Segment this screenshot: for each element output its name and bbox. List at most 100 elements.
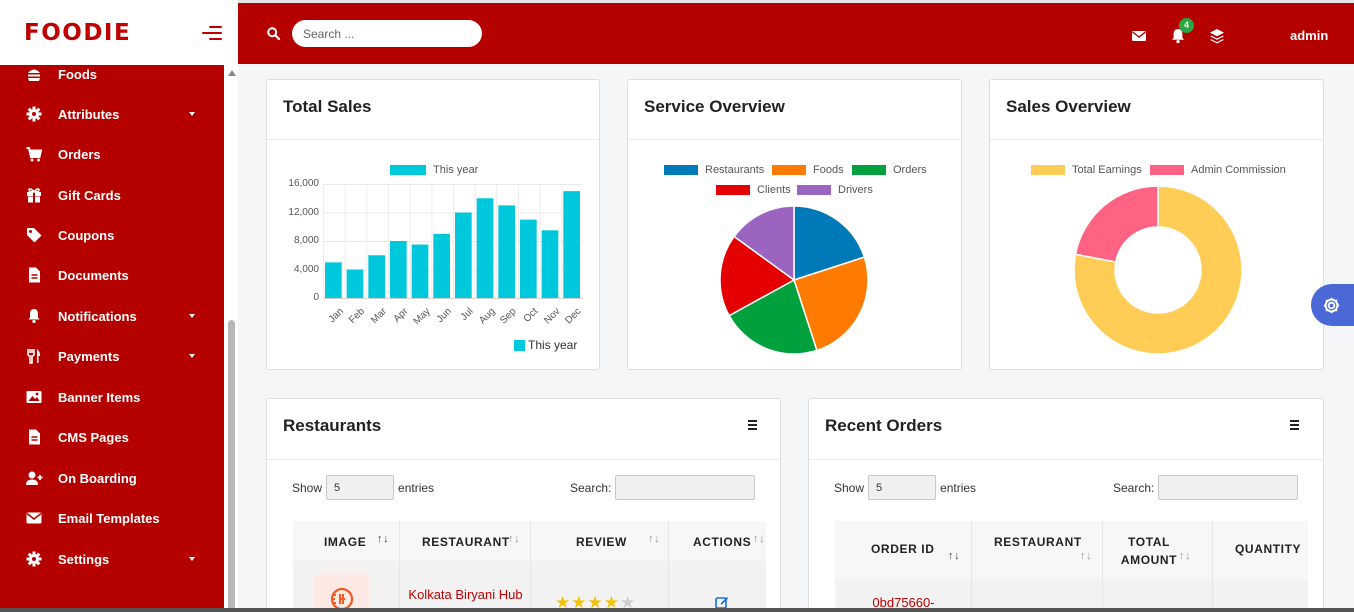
pie-slice-admin-commission[interactable] [1074, 185, 1159, 263]
bar-dec[interactable] [563, 191, 580, 298]
card-title: Service Overview [644, 97, 785, 116]
entries-select[interactable]: 5 [326, 475, 395, 500]
sidebar-item-banner-items[interactable]: Banner Items [0, 379, 224, 415]
column-header-image[interactable]: IMAGE ↑↓ [293, 521, 400, 561]
bar-jan[interactable] [325, 262, 342, 298]
sidebar-item-foods[interactable]: Foods [0, 65, 224, 92]
chart-legend[interactable]: This year [390, 164, 478, 176]
entries-select[interactable]: 5 [868, 475, 937, 500]
sidebar-item-label: Banner Items [58, 389, 141, 405]
legend-item-drivers[interactable]: Drivers [797, 184, 873, 196]
table-search-input[interactable] [1158, 475, 1298, 500]
column-header-restaurant[interactable]: RESTAURANT ↑↓ [972, 521, 1103, 579]
sidebar-item-notifications[interactable]: Notifications [0, 298, 224, 334]
bar-mar[interactable] [368, 255, 385, 298]
y-tick-label: 8,000 [293, 235, 319, 246]
column-label: RESTAURANT [422, 535, 510, 549]
sidebar-item-cms-pages[interactable]: CMS Pages [0, 419, 224, 455]
gift-icon [25, 186, 43, 204]
entries-label: entries [398, 480, 435, 495]
card-menu-icon[interactable] [748, 419, 762, 431]
sidebar-item-payments[interactable]: Payments [0, 338, 224, 374]
menu-toggle-icon[interactable] [202, 26, 222, 40]
user-menu[interactable]: admin [1290, 28, 1329, 43]
column-header-restaurant[interactable]: RESTAURANT ↑↓ [400, 521, 531, 561]
bar-oct[interactable] [520, 219, 537, 298]
actions-cell [669, 561, 766, 612]
legend-item-total-earnings[interactable]: Total Earnings [1031, 164, 1142, 176]
document-icon [25, 266, 43, 284]
column-header-order-id[interactable]: ORDER ID ↑↓ [835, 521, 972, 579]
sort-icon: ↑↓ [508, 533, 521, 545]
service-pie-chart [719, 205, 869, 355]
legend-item-foods[interactable]: Foods [772, 164, 844, 176]
column-label: QUANTITY [1235, 542, 1302, 556]
sales-overview-card: Sales Overview Total Earnings Admin Commi… [989, 79, 1324, 370]
table-search-label: Search: [570, 481, 612, 495]
legend-item-admin-commission[interactable]: Admin Commission [1150, 164, 1286, 176]
scrollbar-thumb[interactable] [228, 320, 235, 612]
star-filled-icon: ★ [555, 593, 572, 612]
legend-item-orders[interactable]: Orders [852, 164, 927, 176]
pie-slice-orders[interactable] [728, 278, 818, 355]
order-id-link[interactable]: 0bd75660- [872, 595, 935, 610]
legend-swatch [664, 165, 698, 175]
chart-legend-bottom[interactable]: This year [514, 338, 577, 352]
gear-icon [25, 105, 43, 123]
bell-icon [25, 307, 43, 325]
sidebar-item-gift-cards[interactable]: Gift Cards [0, 177, 224, 213]
bar-nov[interactable] [541, 230, 559, 298]
service-overview-card: Service Overview Restaurants Foods Orders C… [627, 79, 962, 370]
pie-slice-total-earnings[interactable] [1073, 185, 1243, 355]
column-label: IMAGE [324, 535, 367, 549]
column-header-quantity[interactable]: QUANTITY [1213, 521, 1308, 579]
table-row: Kolkata Biryani Hub ★★★★★ [293, 561, 766, 612]
sidebar-item-coupons[interactable]: Coupons [0, 217, 224, 253]
bar-aug[interactable] [476, 198, 494, 298]
pie-slice-clients[interactable] [719, 235, 796, 317]
card-menu-icon[interactable] [1290, 419, 1304, 431]
search-input[interactable] [292, 20, 482, 47]
sidebar-item-settings[interactable]: Settings [0, 541, 224, 577]
entries-length-control: Show 5 entries [834, 475, 976, 500]
gear-icon [25, 550, 43, 568]
bar-sep[interactable] [498, 205, 515, 298]
layers-icon[interactable] [1208, 27, 1226, 45]
y-tick-label: 16,000 [288, 178, 319, 189]
pie-slice-restaurants[interactable] [793, 205, 866, 282]
restaurant-name-link[interactable]: Kolkata Biryani Hub [408, 587, 523, 602]
edit-icon[interactable] [715, 595, 729, 609]
column-header-review[interactable]: REVIEW ↑↓ [531, 521, 669, 561]
legend-item-restaurants[interactable]: Restaurants [664, 164, 764, 176]
pie-slice-foods[interactable] [793, 256, 869, 352]
search-icon[interactable] [267, 27, 280, 40]
bar-may[interactable] [411, 244, 429, 298]
sidebar-item-documents[interactable]: Documents [0, 257, 224, 293]
star-rating: ★★★★★ [555, 593, 636, 612]
sidebar-item-attributes[interactable]: Attributes [0, 96, 224, 132]
bell-icon[interactable] [1169, 27, 1187, 45]
total-amount-cell [1103, 579, 1213, 612]
bar-feb[interactable] [346, 269, 364, 299]
table-search-input[interactable] [615, 475, 755, 500]
bar-apr[interactable] [390, 241, 407, 298]
sidebar-item-on-boarding[interactable]: On Boarding [0, 460, 224, 496]
sidebar-item-label: CMS Pages [58, 429, 129, 445]
brand-logo[interactable]: FOODIE [24, 20, 132, 46]
scroll-up-arrow-icon[interactable] [228, 70, 236, 76]
bar-jul[interactable] [455, 212, 472, 299]
card-title: Restaurants [283, 416, 382, 435]
document-icon [25, 428, 43, 446]
cutlery-icon [25, 347, 43, 365]
restaurants-card: Restaurants Show 5 entries Search: IMAGE… [266, 398, 781, 612]
sidebar-item-email-templates[interactable]: Email Templates [0, 500, 224, 536]
pie-slice-drivers[interactable] [733, 205, 795, 282]
sidebar-item-orders[interactable]: Orders [0, 136, 224, 172]
settings-fab[interactable] [1311, 284, 1354, 326]
envelope-icon[interactable] [1130, 27, 1148, 45]
column-header-total-amount[interactable]: TOTAL AMOUNT ↑↓ [1103, 521, 1213, 579]
legend-item-clients[interactable]: Clients [716, 184, 791, 196]
bar-jun[interactable] [433, 233, 450, 298]
column-header-actions[interactable]: ACTIONS ↑↓ [669, 521, 766, 561]
legend-swatch [1150, 165, 1184, 175]
